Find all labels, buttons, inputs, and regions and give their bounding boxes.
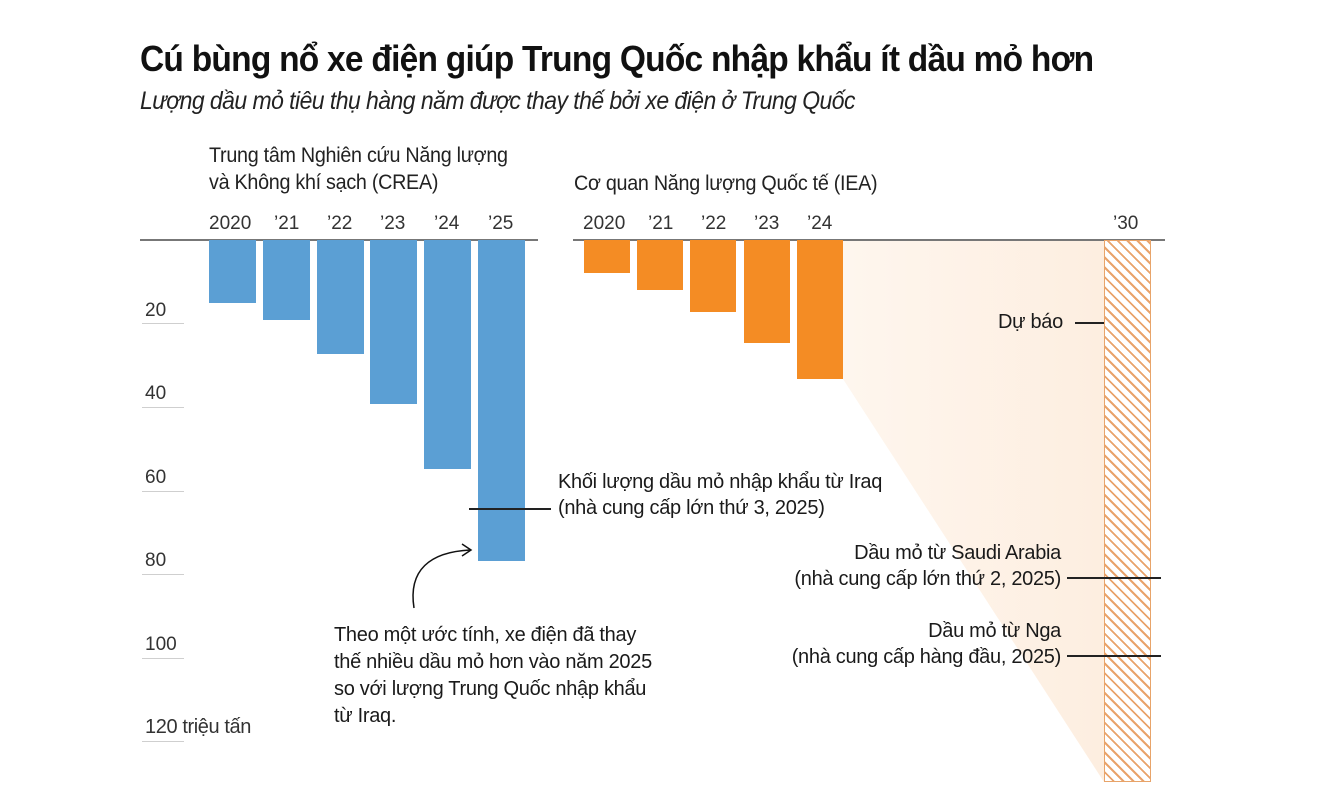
- iea-bar-2030-forecast: [1104, 240, 1151, 782]
- y-tick-20: 20: [145, 300, 167, 321]
- crea-year-2021: ’21: [274, 213, 300, 234]
- russia-reference-line: [1067, 655, 1161, 657]
- crea-source-line1: Trung tâm Nghiên cứu Năng lượng: [209, 144, 508, 167]
- iraq-annotation-line1: Khối lượng dầu mỏ nhập khẩu từ Iraq: [558, 471, 883, 493]
- saudi-annotation-line2: (nhà cung cấp lớn thứ 2, 2025): [794, 568, 1061, 590]
- russia-annotation-line2: (nhà cung cấp hàng đầu, 2025): [791, 646, 1062, 668]
- y-tick-line-20: [142, 323, 184, 324]
- crea-bar-2020: [209, 240, 256, 303]
- crea-bar-2021: [263, 240, 310, 320]
- iea-bar-2024: [797, 240, 843, 379]
- saudi-annotation: Dầu mỏ từ Saudi Arabia (nhà cung cấp lớn…: [794, 540, 1061, 592]
- y-tick-line-80: [142, 574, 184, 575]
- y-tick-line-60: [142, 491, 184, 492]
- crea-bar-2025: [478, 240, 525, 561]
- crea-bar-2022: [317, 240, 364, 354]
- iea-year-2024: ’24: [807, 213, 833, 234]
- y-tick-line-100: [142, 658, 184, 659]
- russia-annotation-line1: Dầu mỏ từ Nga: [928, 620, 1061, 642]
- estimate-annotation: Theo một ước tính, xe điện đã thay thế n…: [334, 622, 652, 730]
- saudi-reference-line: [1067, 577, 1161, 579]
- chart-subtitle: Lượng dầu mỏ tiêu thụ hàng năm được thay…: [140, 87, 856, 115]
- y-tick-line-40: [142, 407, 184, 408]
- iea-year-2023: ’23: [754, 213, 780, 234]
- chart-title: Cú bùng nổ xe điện giúp Trung Quốc nhập …: [140, 38, 1094, 79]
- iea-bar-2023: [744, 240, 790, 343]
- forecast-label: Dự báo: [998, 311, 1063, 333]
- russia-annotation: Dầu mỏ từ Nga (nhà cung cấp hàng đầu, 20…: [791, 618, 1062, 670]
- iraq-annotation-line2: (nhà cung cấp lớn thứ 3, 2025): [558, 497, 825, 519]
- iea-year-2030: ’30: [1113, 213, 1139, 234]
- estimate-line4: từ Iraq.: [334, 705, 397, 727]
- crea-source-label: Trung tâm Nghiên cứu Năng lượng và Không…: [209, 142, 508, 196]
- crea-year-2024: ’24: [434, 213, 460, 234]
- iea-bar-2022: [690, 240, 736, 312]
- crea-year-2023: ’23: [380, 213, 406, 234]
- crea-baseline: [140, 239, 538, 241]
- iea-year-2020: 2020: [583, 213, 626, 234]
- iraq-annotation: Khối lượng dầu mỏ nhập khẩu từ Iraq (nhà…: [558, 469, 882, 521]
- crea-bar-2024: [424, 240, 471, 469]
- iea-bar-2020: [584, 240, 630, 273]
- crea-year-2022: ’22: [327, 213, 353, 234]
- y-tick-100: 100: [145, 634, 177, 655]
- iea-source-label: Cơ quan Năng lượng Quốc tế (IEA): [574, 172, 878, 195]
- crea-source-line2: và Không khí sạch (CREA): [209, 171, 439, 194]
- iea-year-2022: ’22: [701, 213, 727, 234]
- y-tick-line-120: [142, 741, 184, 742]
- forecast-leader-line: [1075, 322, 1104, 324]
- crea-year-2025: ’25: [488, 213, 514, 234]
- estimate-line1: Theo một ước tính, xe điện đã thay: [334, 624, 637, 646]
- estimate-line2: thế nhiều dầu mỏ hơn vào năm 2025: [334, 651, 652, 673]
- iea-baseline: [573, 239, 1165, 241]
- saudi-annotation-line1: Dầu mỏ từ Saudi Arabia: [854, 542, 1061, 564]
- y-tick-80: 80: [145, 550, 167, 571]
- y-tick-60: 60: [145, 467, 167, 488]
- y-tick-40: 40: [145, 383, 167, 404]
- y-tick-120: 120 triệu tấn: [145, 716, 251, 738]
- iea-bar-2021: [637, 240, 683, 290]
- crea-bar-2023: [370, 240, 417, 404]
- estimate-line3: so với lượng Trung Quốc nhập khẩu: [334, 678, 647, 700]
- iraq-reference-line: [469, 508, 551, 510]
- crea-year-2020: 2020: [209, 213, 252, 234]
- iea-year-2021: ’21: [648, 213, 674, 234]
